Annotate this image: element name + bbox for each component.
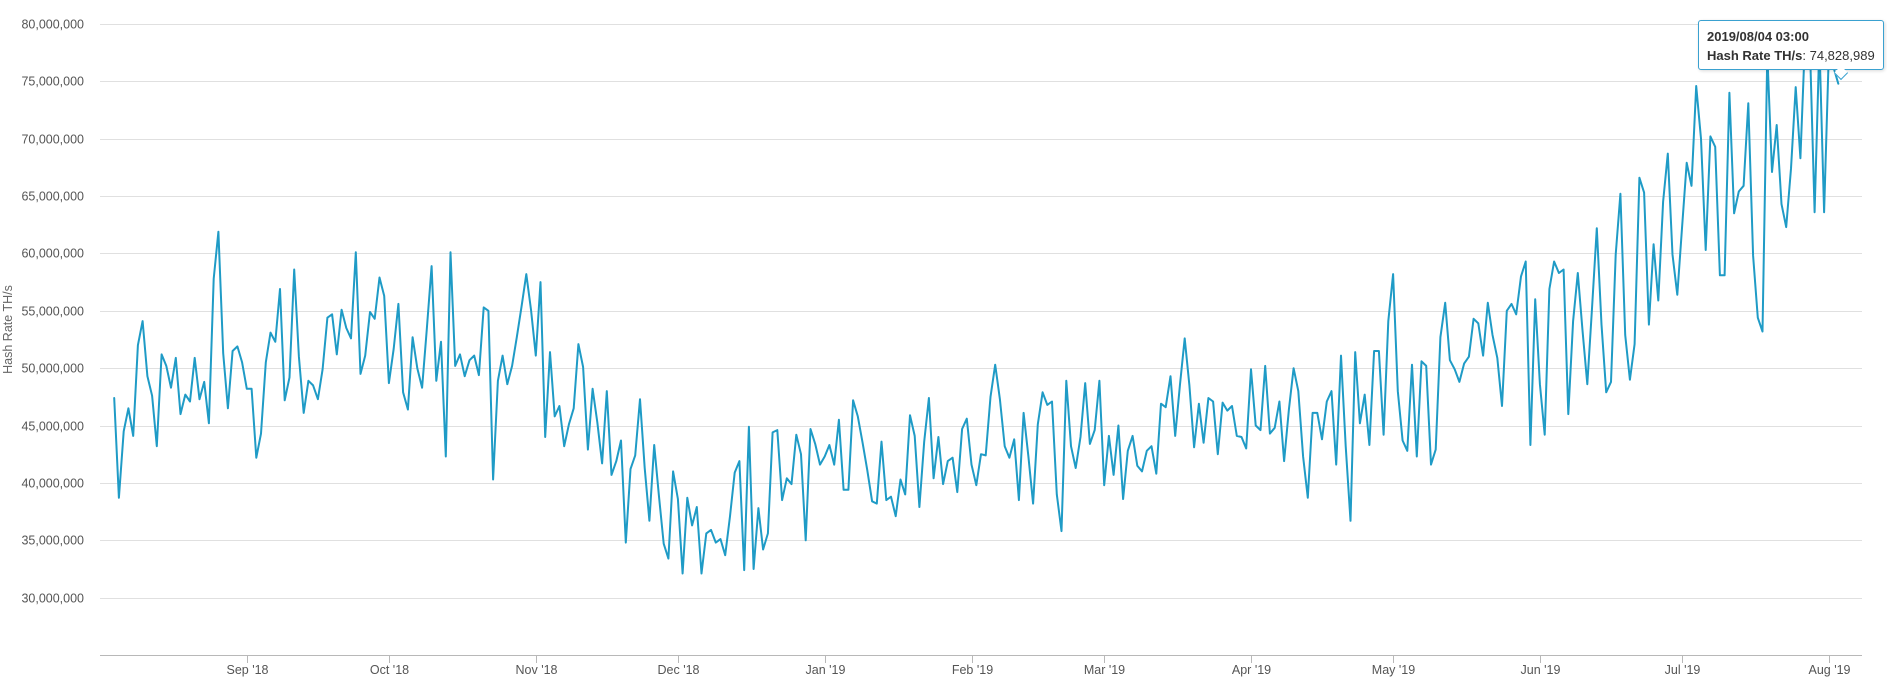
x-tick-label: Jul '19 <box>1665 663 1701 677</box>
y-tick-label: 30,000,000 <box>21 592 84 606</box>
y-tick-label: 60,000,000 <box>21 247 84 261</box>
y-tick-label: 70,000,000 <box>21 133 84 147</box>
y-tick-label: 50,000,000 <box>21 362 84 376</box>
tooltip-value: 74,828,989 <box>1809 48 1875 63</box>
grid-lines <box>100 24 1862 599</box>
series-line <box>113 33 1840 575</box>
x-tick-label: Jun '19 <box>1521 663 1561 677</box>
y-tick-label: 65,000,000 <box>21 190 84 204</box>
tooltip-series-name: Hash Rate TH/s <box>1707 48 1803 63</box>
x-tick-label: May '19 <box>1372 663 1415 677</box>
x-tick-label: Mar '19 <box>1084 663 1125 677</box>
y-axis-title: Hash Rate TH/s <box>1 285 15 374</box>
x-axis: Sep '18 Oct '18 Nov '18 Dec '18 Jan '19 Feb '… <box>100 655 1862 677</box>
series-layer <box>113 33 1840 575</box>
y-tick-label: 55,000,000 <box>21 305 84 319</box>
y-tick-label: 75,000,000 <box>21 75 84 89</box>
x-tick-label: Nov '18 <box>516 663 558 677</box>
y-tick-label: 80,000,000 <box>21 18 84 32</box>
tooltip-separator: : <box>1802 48 1810 63</box>
y-tick-label: 40,000,000 <box>21 477 84 491</box>
x-tick-label: Oct '18 <box>370 663 409 677</box>
y-tick-label: 35,000,000 <box>21 534 84 548</box>
x-tick-label: Feb '19 <box>952 663 993 677</box>
y-tick-label: 45,000,000 <box>21 420 84 434</box>
x-tick-label: Apr '19 <box>1232 663 1271 677</box>
data-tooltip: 2019/08/04 03:00 Hash Rate TH/s: 74,828,… <box>1698 20 1884 70</box>
x-tick-label: Sep '18 <box>226 663 268 677</box>
tooltip-date: 2019/08/04 03:00 <box>1707 29 1809 44</box>
x-tick-label: Dec '18 <box>658 663 700 677</box>
y-axis-tick-labels: 30,000,000 35,000,000 40,000,000 45,000,000… <box>21 18 84 606</box>
x-tick-label: Jan '19 <box>806 663 846 677</box>
x-tick-label: Aug '19 <box>1808 663 1850 677</box>
